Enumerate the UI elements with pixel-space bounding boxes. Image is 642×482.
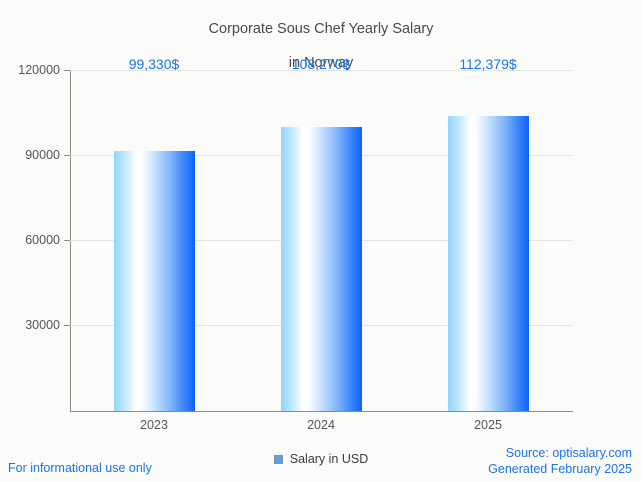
y-tick-label-90000: 90000: [25, 148, 60, 162]
source-block: Source: optisalary.com Generated Februar…: [488, 445, 632, 477]
x-tick-label-2023: 2023: [140, 418, 168, 432]
plot-area: [70, 70, 573, 412]
data-label-2024: 108,270$: [291, 56, 351, 72]
chart-title-line-1: Corporate Sous Chef Yearly Salary: [208, 21, 434, 37]
legend-swatch-icon: [273, 454, 283, 464]
y-tick-mark-60000: [64, 240, 70, 241]
x-tick-label-2024: 2024: [307, 418, 335, 432]
y-tick-mark-30000: [64, 325, 70, 326]
disclaimer-text: For informational use only: [8, 461, 152, 475]
x-tick-label-2025: 2025: [474, 418, 502, 432]
bar-2024[interactable]: [281, 127, 362, 412]
y-tick-label-60000: 60000: [25, 233, 60, 247]
y-tick-label-30000: 30000: [25, 318, 60, 332]
generated-text: Generated February 2025: [488, 462, 632, 476]
x-axis-baseline: [70, 411, 573, 413]
y-tick-label-120000: 120000: [18, 63, 60, 77]
y-tick-mark-120000: [64, 70, 70, 71]
source-text: Source: optisalary.com: [505, 446, 632, 460]
bar-2025[interactable]: [448, 116, 529, 412]
data-label-2025: 112,379$: [459, 56, 517, 72]
chart-title: Corporate Sous Chef Yearly Salary in Nor…: [0, 4, 642, 89]
gridline-120000: [70, 70, 573, 71]
y-axis-line: [69, 70, 71, 412]
y-tick-mark-90000: [64, 155, 70, 156]
chart-title-line-2: in Norway: [288, 55, 354, 71]
legend-item-label[interactable]: Salary in USD: [289, 452, 369, 466]
chart-legend: Salary in USD: [0, 452, 642, 466]
bar-2023[interactable]: [114, 150, 195, 412]
data-label-2023: 99,330$: [128, 56, 180, 72]
